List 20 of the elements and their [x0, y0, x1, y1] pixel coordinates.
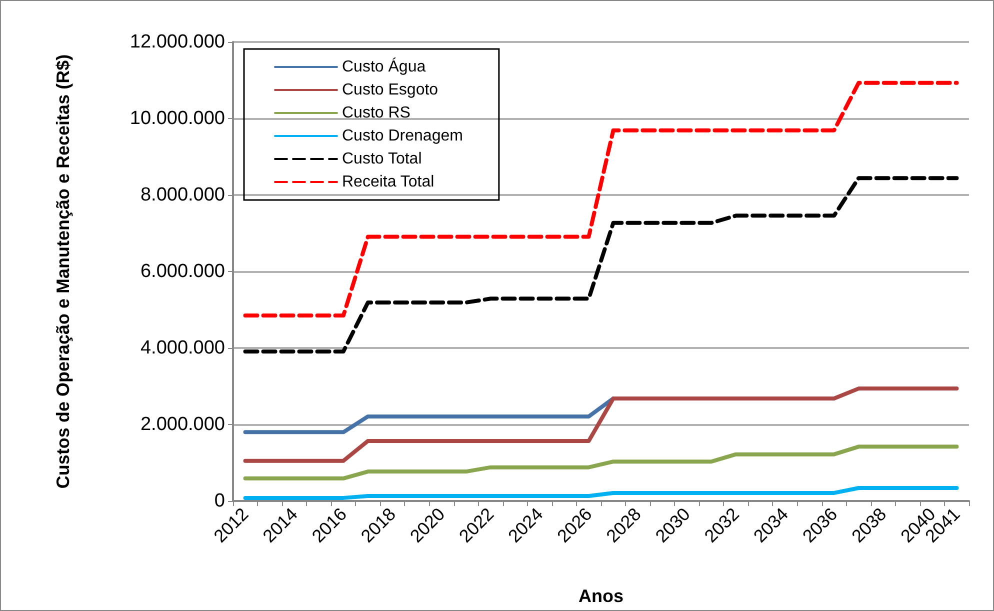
y-axis-title: Custos de Operação e Manutenção e Receitas (R$)	[53, 54, 73, 489]
legend-label: Custo Drenagem	[342, 128, 463, 144]
y-tick-label: 0	[214, 490, 225, 512]
y-tick-label: 4.000.000	[140, 338, 225, 358]
line-series	[243, 386, 959, 463]
y-tick-label: 8.000.000	[140, 184, 225, 206]
line-series	[243, 176, 959, 354]
line-series	[243, 80, 959, 318]
y-tick-label: 10.000.000	[130, 108, 225, 129]
legend-label: Custo Água	[342, 58, 426, 76]
y-tick-label: 2.000.000	[140, 414, 225, 435]
legend-label: Custo Esgoto	[342, 82, 438, 98]
y-tick-label: 6.000.000	[140, 261, 225, 282]
y-tick-label: 12.000.000	[130, 32, 225, 52]
x-axis-title: Anos	[578, 586, 624, 606]
line-series	[243, 444, 959, 480]
legend-label: Custo RS	[342, 104, 410, 122]
legend-label: Custo Total	[342, 150, 422, 168]
line-series	[243, 486, 959, 500]
legend-label: Receita Total	[342, 174, 434, 190]
